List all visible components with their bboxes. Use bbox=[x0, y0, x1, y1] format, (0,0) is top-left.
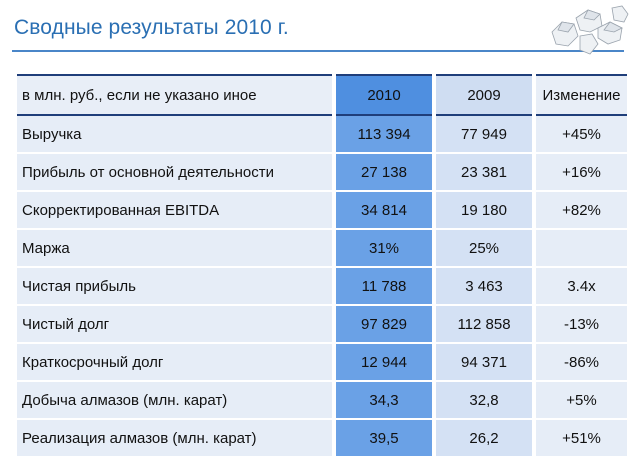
cell-2009: 26,2 bbox=[434, 419, 536, 458]
row-label: Чистый долг bbox=[17, 304, 336, 344]
row-label: Прибыль от основной деятельности bbox=[17, 153, 336, 192]
cell-2009: 32,8 bbox=[434, 380, 536, 420]
row-label: Маржа bbox=[17, 229, 336, 268]
cell-2009: 19 180 bbox=[434, 191, 536, 230]
table-row: Прибыль от основной деятельности 27 138 … bbox=[17, 153, 627, 192]
cell-2010: 39,5 bbox=[334, 419, 436, 458]
cell-change bbox=[534, 229, 627, 268]
cell-change: -13% bbox=[534, 304, 627, 344]
cell-2010: 34,3 bbox=[334, 380, 436, 420]
cell-change: -86% bbox=[534, 343, 627, 382]
cell-change: +16% bbox=[534, 153, 627, 192]
summary-results-table: в млн. руб., если не указано иное 2010 2… bbox=[17, 74, 627, 458]
row-label: Скорректированная EBITDA bbox=[17, 191, 336, 230]
cell-change: 3.4x bbox=[534, 267, 627, 306]
table-row: Краткосрочный долг 12 944 94 371 -86% bbox=[17, 343, 627, 382]
cell-2010: 27 138 bbox=[334, 153, 436, 192]
cell-2010: 113 394 bbox=[334, 115, 436, 154]
header-change: Изменение bbox=[534, 74, 627, 116]
row-label: Выручка bbox=[17, 115, 336, 154]
header-units-label: в млн. руб., если не указано иное bbox=[17, 74, 336, 116]
cell-2010: 34 814 bbox=[334, 191, 436, 230]
cell-2010: 12 944 bbox=[334, 343, 436, 382]
row-label: Реализация алмазов (млн. карат) bbox=[17, 419, 336, 458]
diamonds-logo-icon bbox=[551, 5, 629, 55]
cell-2010: 97 829 bbox=[334, 304, 436, 344]
row-label: Краткосрочный долг bbox=[17, 343, 336, 382]
cell-2010: 31% bbox=[334, 229, 436, 268]
title-divider bbox=[12, 50, 624, 52]
cell-2010: 11 788 bbox=[334, 267, 436, 306]
cell-2009: 3 463 bbox=[434, 267, 536, 306]
table-row: Добыча алмазов (млн. карат) 34,3 32,8 +5… bbox=[17, 380, 627, 420]
cell-change: +51% bbox=[534, 419, 627, 458]
table-row: Чистая прибыль 11 788 3 463 3.4x bbox=[17, 267, 627, 306]
table-row: Маржа 31% 25% bbox=[17, 229, 627, 268]
cell-2009: 94 371 bbox=[434, 343, 536, 382]
table-row: Скорректированная EBITDA 34 814 19 180 +… bbox=[17, 191, 627, 230]
table-row: Чистый долг 97 829 112 858 -13% bbox=[17, 304, 627, 344]
cell-change: +82% bbox=[534, 191, 627, 230]
cell-change: +45% bbox=[534, 115, 627, 154]
header-year-2009: 2009 bbox=[434, 74, 536, 116]
table-row: Выручка 113 394 77 949 +45% bbox=[17, 115, 627, 154]
header-year-2010: 2010 bbox=[334, 74, 436, 116]
row-label: Чистая прибыль bbox=[17, 267, 336, 306]
cell-change: +5% bbox=[534, 380, 627, 420]
cell-2009: 77 949 bbox=[434, 115, 536, 154]
row-label: Добыча алмазов (млн. карат) bbox=[17, 380, 336, 420]
cell-2009: 112 858 bbox=[434, 304, 536, 344]
page-title: Сводные результаты 2010 г. bbox=[14, 16, 289, 39]
cell-2009: 25% bbox=[434, 229, 536, 268]
table-header-row: в млн. руб., если не указано иное 2010 2… bbox=[17, 74, 627, 116]
cell-2009: 23 381 bbox=[434, 153, 536, 192]
table-row: Реализация алмазов (млн. карат) 39,5 26,… bbox=[17, 419, 627, 458]
